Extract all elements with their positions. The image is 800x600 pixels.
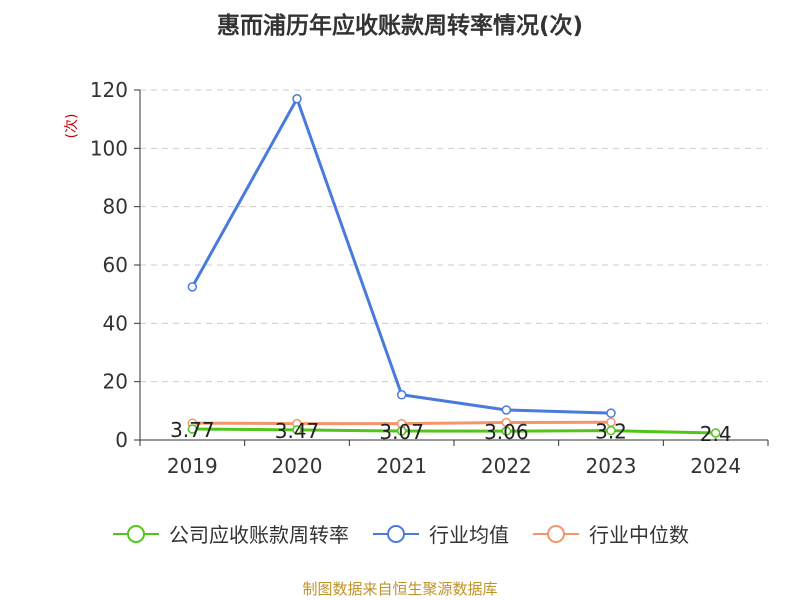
legend-line-green-icon — [113, 524, 159, 543]
data-label: 3.07 — [379, 420, 424, 444]
legend-item-industry-mean[interactable]: 行业均值 — [371, 519, 509, 548]
data-point — [606, 425, 616, 436]
data-point — [501, 426, 512, 436]
data-point — [292, 425, 302, 435]
data-point — [396, 390, 407, 400]
x-tick-label: 2019 — [167, 454, 218, 478]
chart-legend: 公司应收账款周转率 行业均值 行业中位数 — [0, 519, 800, 548]
data-point — [292, 94, 302, 104]
data-point — [187, 282, 198, 292]
legend-line-blue-icon — [373, 524, 419, 543]
y-tick-label: 20 — [103, 370, 128, 394]
y-tick-label: 120 — [90, 78, 128, 102]
legend-line-orange-icon — [533, 524, 579, 543]
data-label: 3.2 — [595, 420, 627, 444]
data-label: 2.4 — [700, 422, 732, 446]
data-point — [396, 426, 407, 436]
data-point — [187, 424, 198, 434]
y-tick-label: 100 — [90, 136, 128, 160]
data-label: 3.77 — [170, 418, 215, 442]
y-axis-label: (次) — [64, 114, 80, 139]
data-label: 3.47 — [275, 419, 320, 443]
data-source-note: 制图数据来自恒生聚源数据库 — [302, 580, 498, 598]
x-tick-label: 2023 — [586, 454, 637, 478]
line-chart: 0 20 40 60 80 100 120 (次) 2019 2020 2021 2022 2023 20… — [64, 78, 769, 478]
legend-label-company: 公司应收账款周转率 — [169, 523, 349, 547]
x-tick-label: 2024 — [690, 454, 741, 478]
y-tick-label: 0 — [115, 428, 128, 452]
data-point — [501, 405, 512, 415]
data-label: 3.06 — [484, 420, 529, 444]
legend-label-industry-mean: 行业均值 — [429, 523, 509, 547]
series-line-0 — [192, 427, 716, 435]
y-tick-label: 80 — [103, 195, 128, 219]
x-tick-label: 2020 — [272, 454, 323, 478]
y-tick-label: 40 — [103, 311, 128, 335]
x-tick-label: 2021 — [376, 454, 427, 478]
legend-item-industry-median[interactable]: 行业中位数 — [531, 519, 689, 548]
legend-item-company[interactable]: 公司应收账款周转率 — [111, 519, 349, 548]
chart-title: 惠而浦历年应收账款周转率情况(次) — [216, 13, 584, 39]
legend-label-industry-median: 行业中位数 — [589, 523, 689, 547]
series-line-1 — [191, 97, 612, 415]
y-tick-label: 60 — [103, 253, 128, 277]
data-point — [710, 428, 721, 438]
x-tick-label: 2022 — [481, 454, 532, 478]
data-point — [606, 408, 616, 418]
